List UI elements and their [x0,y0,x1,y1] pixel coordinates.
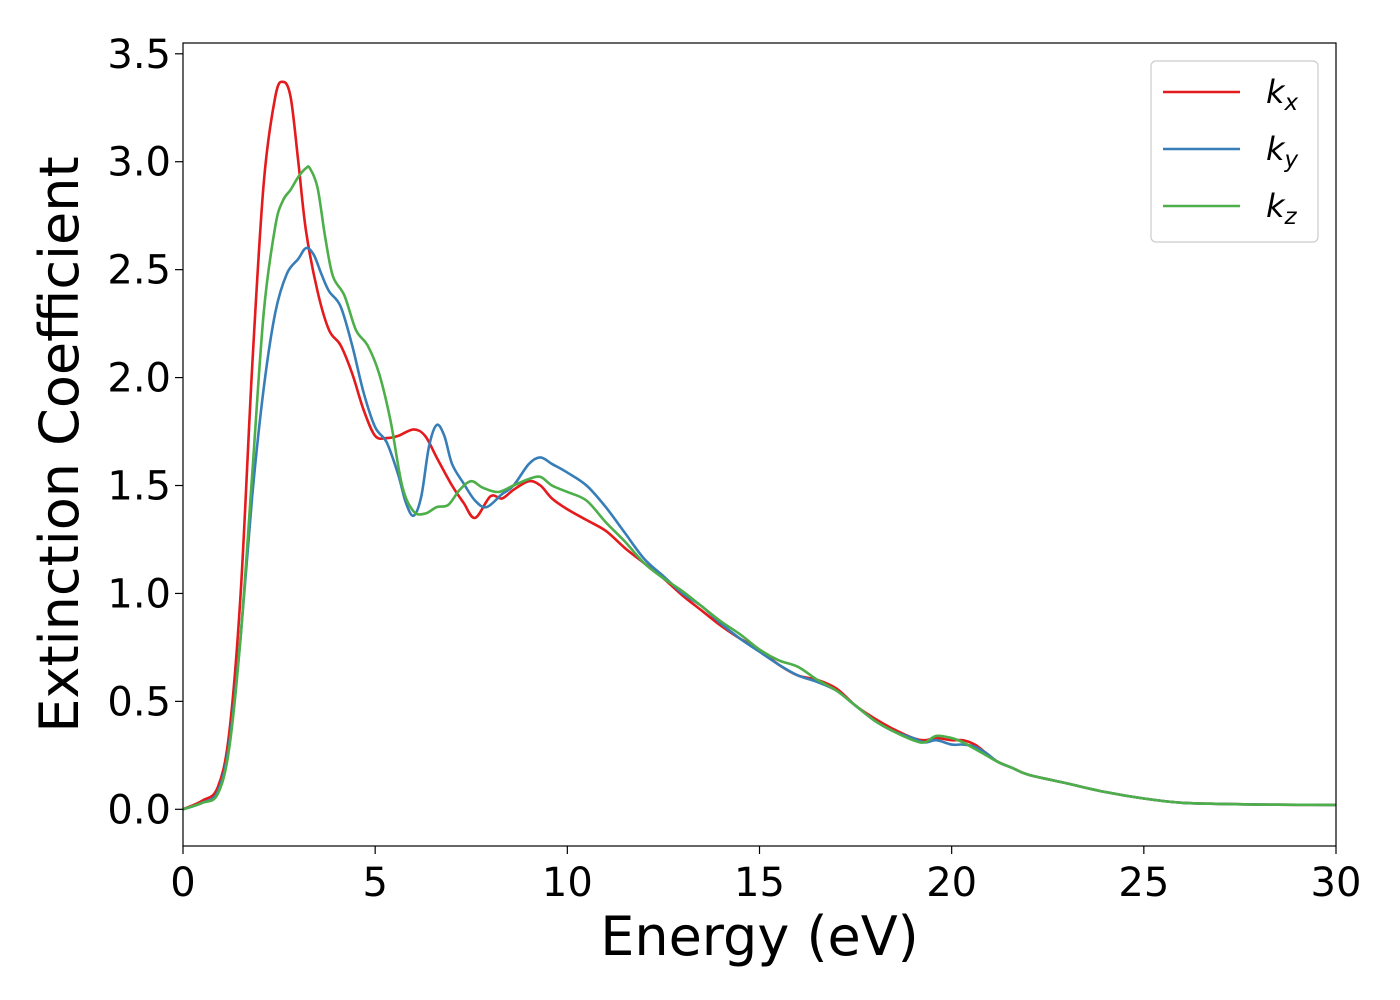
y-tick-label: 1.5 [107,464,171,510]
y-tick-label: 3.0 [107,140,171,186]
x-tick-label: 5 [362,860,387,906]
x-tick-label: 15 [734,860,785,906]
x-tick-label: 0 [170,860,195,906]
legend-box [1150,60,1319,243]
legend-label-x: kx [1266,73,1299,116]
legend: kx ky kz [1150,60,1319,243]
series-line-z [183,165,1336,811]
y-axis-label: Extinction Coefficient [28,156,91,732]
x-axis-label: Energy (eV) [600,905,919,968]
y-tick-label: 2.5 [107,248,171,294]
x-tick-label: 10 [542,860,593,906]
y-axis: 0.0 0.5 1.0 1.5 2.0 2.5 3.0 3.5 [107,32,183,833]
x-tick-label: 30 [1311,860,1362,906]
legend-label-y: ky [1266,130,1299,173]
y-tick-label: 1.0 [107,571,171,617]
series-line-y [183,246,1336,811]
series-layer [183,80,1336,811]
y-tick-label: 0.5 [107,679,171,725]
y-tick-label: 2.0 [107,356,171,402]
y-tick-label: 3.5 [107,32,171,78]
x-axis: 0 5 10 15 20 25 30 [170,846,1361,906]
x-tick-label: 25 [1118,860,1169,906]
x-tick-label: 20 [926,860,977,906]
legend-label-z: kz [1266,187,1298,230]
y-tick-label: 0.0 [107,787,171,833]
